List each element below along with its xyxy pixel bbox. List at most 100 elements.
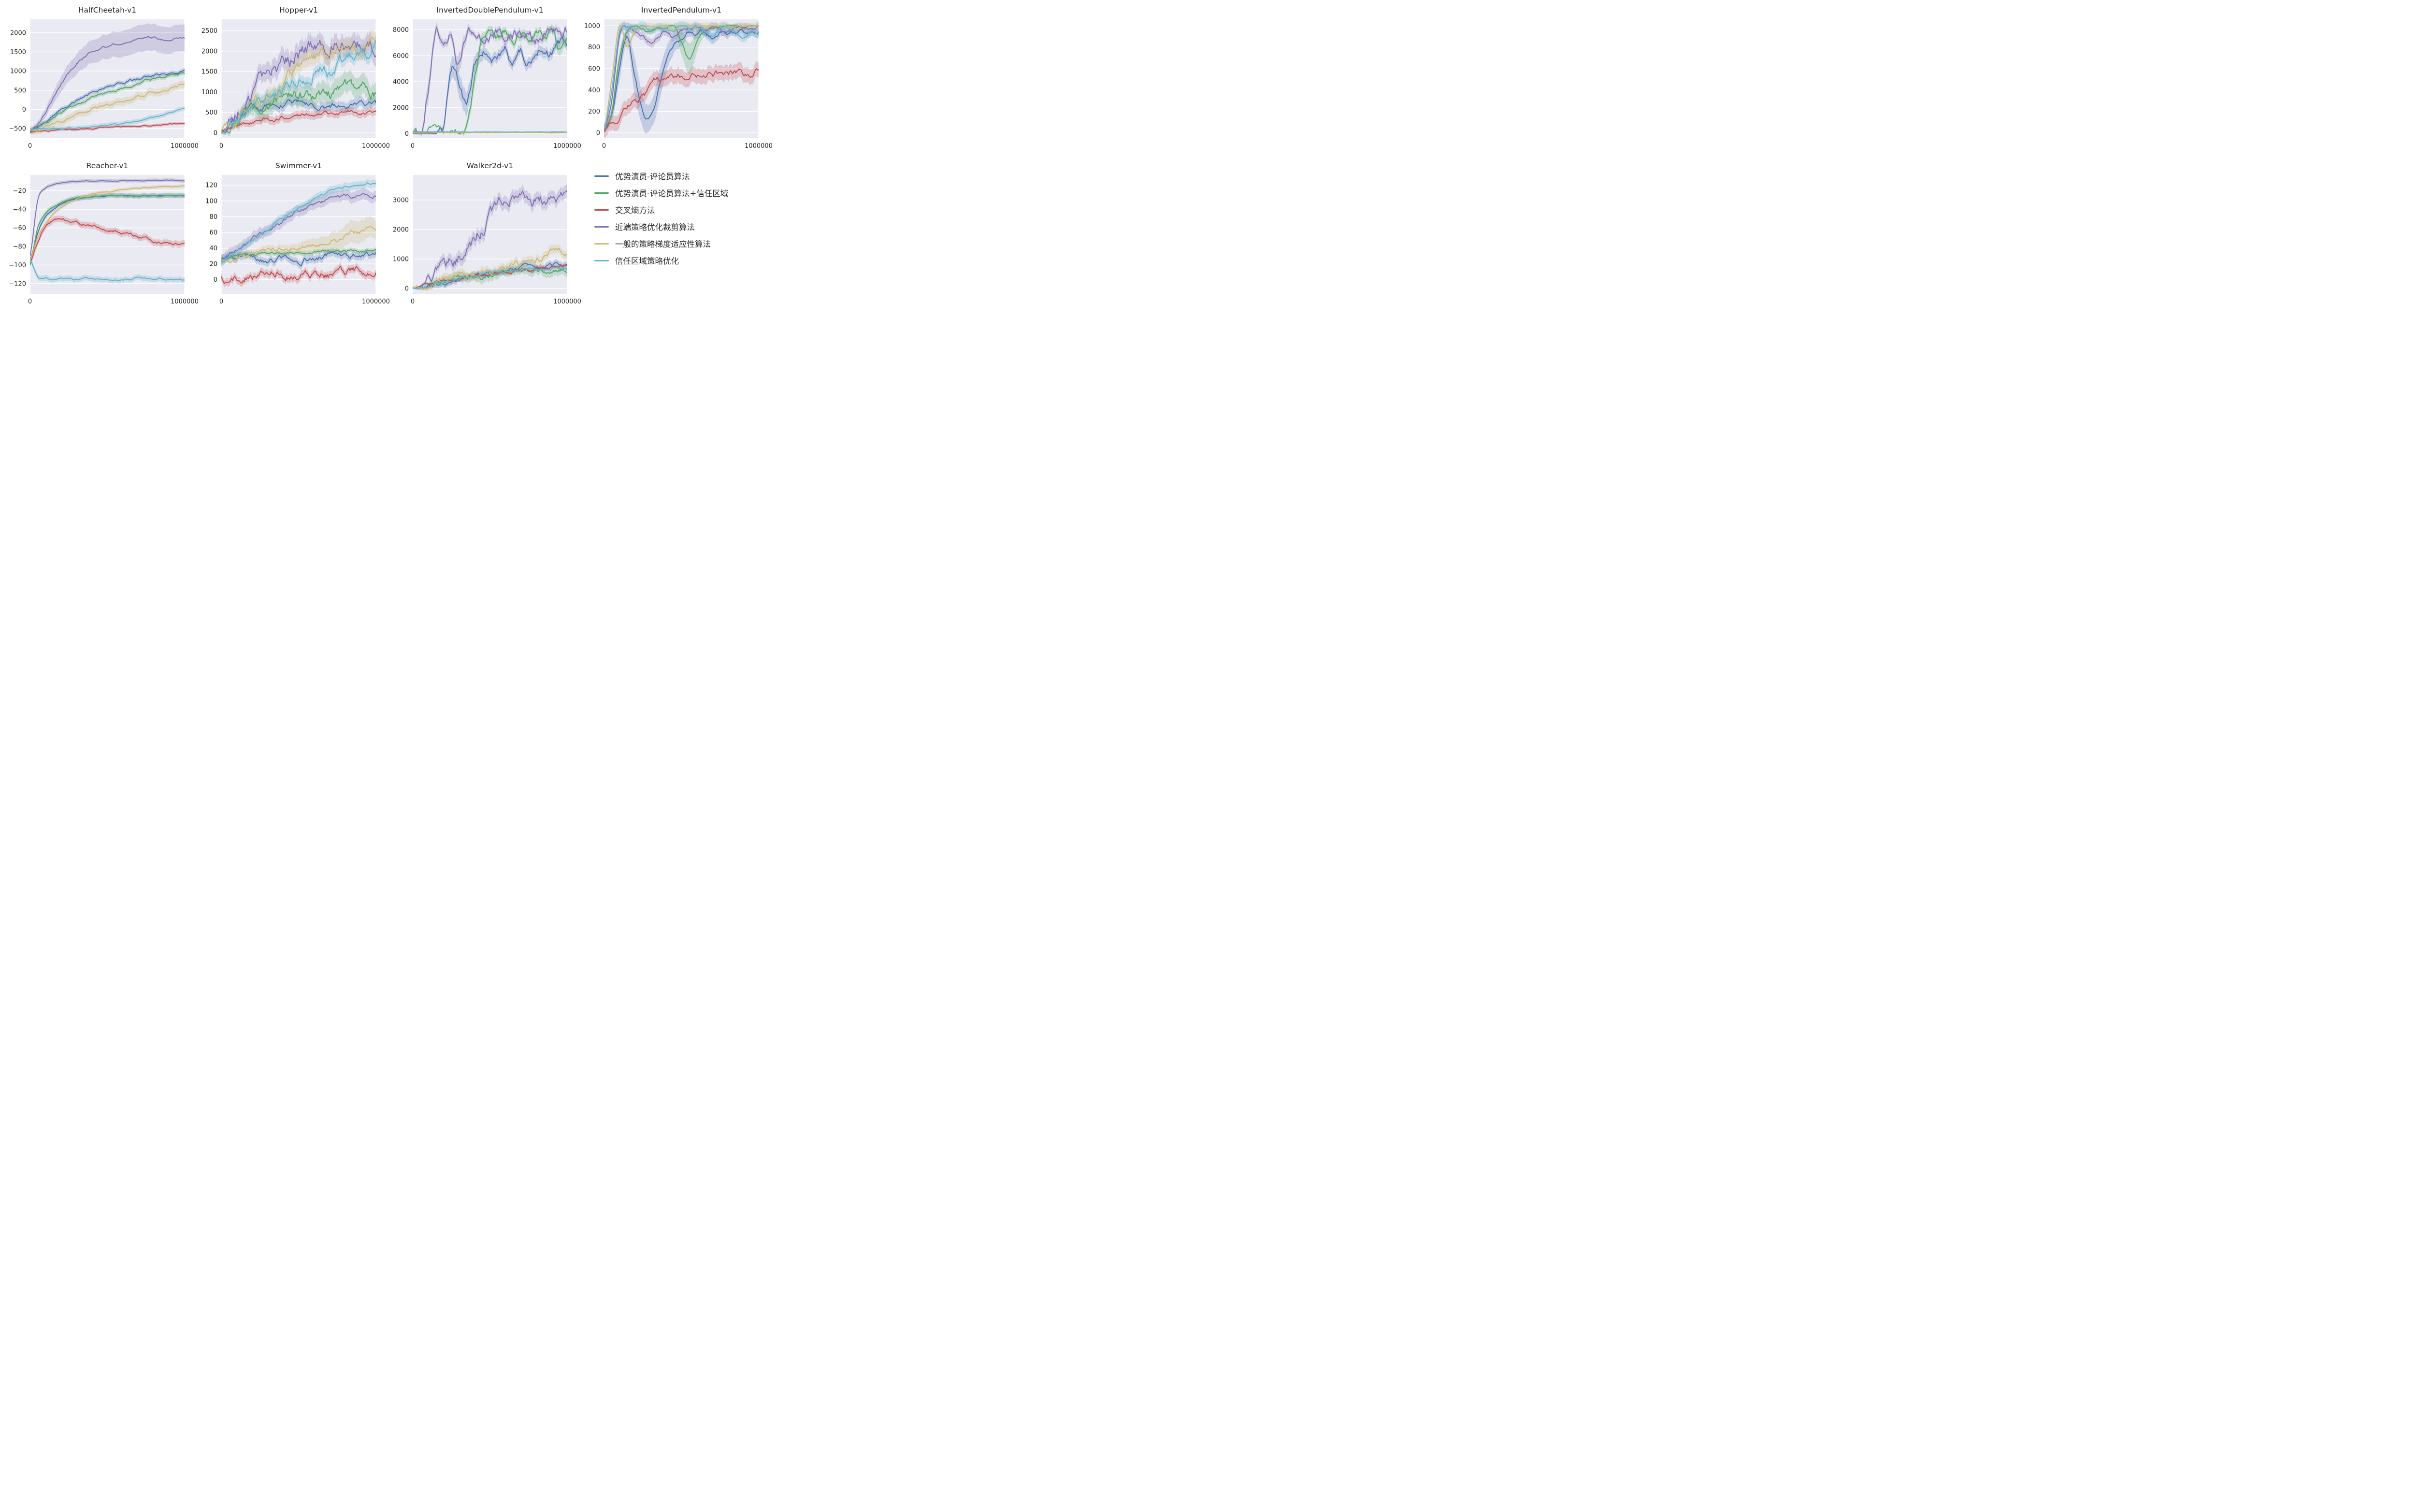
y-tick-label: 3000 <box>393 197 409 204</box>
y-tick-label: 500 <box>14 87 26 94</box>
series-line-ppo_clip <box>413 189 567 289</box>
series-line-ppo_clip <box>413 26 567 134</box>
series-band-a2c <box>604 25 759 134</box>
legend-item-trpo: 信任区域策略优化 <box>594 255 763 266</box>
plot-halfcheetah: −500 0 500 1000 1500 2000 0 1000000 <box>9 19 199 150</box>
y-tick-label: 0 <box>405 130 409 138</box>
series-band-ppo_clip <box>413 184 567 290</box>
series-band-a2c_tr <box>604 22 759 131</box>
y-tick-label: 2000 <box>393 226 409 233</box>
x-tick-label: 0 <box>28 298 32 305</box>
y-tick-label: 6000 <box>393 53 409 60</box>
series-line-ppo_clip <box>30 179 185 257</box>
series-band-trpo <box>30 106 185 133</box>
y-tick-label: 120 <box>205 182 217 189</box>
series-line-trpo <box>221 182 376 264</box>
series-band-ppo_clip <box>30 23 185 133</box>
plot-inverteddoublependulum: 0 2000 4000 6000 8000 0 1000000 <box>393 19 581 150</box>
chart-invertedpendulum: InvertedPendulum-v1 0 200 400 600 800 1000 0 10… <box>577 5 773 152</box>
chart-title-inverteddoublependulum: InvertedDoublePendulum-v1 <box>436 6 544 14</box>
y-tick-label: 200 <box>588 108 600 115</box>
legend-item-ppo_clip: 近端策略优化裁剪算法 <box>594 221 763 232</box>
y-tick-label: 0 <box>214 130 217 137</box>
axes-background <box>221 19 376 138</box>
legend-item-adaptive_pg: 一般的策略梯度适应性算法 <box>594 238 763 249</box>
series-band-a2c <box>413 31 567 134</box>
chart-reacher: Reacher-v1 −120 −100 −80 −60 −40 −20 0 1000000 <box>3 160 199 307</box>
legend-swatch-a2c <box>594 175 609 177</box>
chart-title-invertedpendulum: InvertedPendulum-v1 <box>641 6 722 14</box>
series-line-trpo <box>221 41 376 133</box>
series-band-a2c_tr <box>30 70 185 133</box>
y-tick-label: 2000 <box>393 104 409 112</box>
x-tick-label: 0 <box>411 143 415 150</box>
series-line-trpo <box>30 108 185 131</box>
chart-title-reacher: Reacher-v1 <box>86 161 129 170</box>
y-tick-label: 800 <box>588 44 600 51</box>
y-tick-label: 0 <box>405 286 409 293</box>
series-line-adaptive_pg <box>30 83 185 131</box>
y-tick-label: 0 <box>596 130 600 137</box>
y-tick-label: 4000 <box>393 79 409 86</box>
series-band-cem <box>221 106 376 132</box>
series-line-trpo <box>604 25 759 131</box>
x-tick-label: 0 <box>219 298 223 305</box>
y-tick-label: −500 <box>9 126 26 133</box>
x-tick-label: 1000000 <box>362 298 390 305</box>
series-line-a2c <box>30 70 185 132</box>
series-line-cem <box>221 110 376 132</box>
x-tick-label: 0 <box>28 143 32 150</box>
x-tick-label: 0 <box>219 143 223 150</box>
y-tick-label: −60 <box>13 225 26 232</box>
y-tick-label: 8000 <box>393 27 409 34</box>
series-line-adaptive_pg <box>30 185 185 261</box>
series-band-adaptive_pg <box>221 216 376 264</box>
x-tick-label: 0 <box>411 298 415 305</box>
legend-item-a2c: 优势演员-评论员算法 <box>594 170 763 182</box>
legend-swatch-cem <box>594 209 609 211</box>
plot-hopper: 0 500 1000 1500 2000 2500 0 1000000 <box>201 19 390 150</box>
chart-walker2d: Walker2d-v1 0 1000 2000 3000 0 1000000 <box>386 160 581 307</box>
chart-inverteddoublependulum: InvertedDoublePendulum-v1 0 2000 4000 6000 8… <box>386 5 581 152</box>
chart-title-hopper: Hopper-v1 <box>279 6 318 14</box>
x-tick-label: 1000000 <box>171 298 199 305</box>
legend-swatch-trpo <box>594 259 609 261</box>
legend-label-cem: 交叉熵方法 <box>615 206 655 215</box>
y-tick-label: −120 <box>9 280 26 288</box>
x-tick-label: 0 <box>602 143 606 150</box>
series-line-cem <box>221 266 376 284</box>
series-line-trpo <box>30 259 185 281</box>
series-band-a2c <box>221 247 376 270</box>
axes-background <box>604 19 759 138</box>
series-line-ppo_clip <box>221 39 376 133</box>
y-tick-label: 40 <box>209 245 217 252</box>
legend-item-a2c_tr: 优势演员-评论员算法+信任区域 <box>594 187 763 199</box>
y-tick-label: 20 <box>209 261 217 268</box>
series-band-adaptive_pg <box>30 80 185 135</box>
plot-walker2d: 0 1000 2000 3000 0 1000000 <box>393 175 581 305</box>
chart-title-walker2d: Walker2d-v1 <box>466 161 514 170</box>
chart-swimmer: Swimmer-v1 0 20 40 60 80 100 120 0 1000000 <box>194 160 390 307</box>
y-tick-label: 500 <box>205 109 217 116</box>
series-line-a2c_tr <box>221 249 376 260</box>
x-tick-label: 1000000 <box>553 298 581 305</box>
axes-background <box>30 175 185 294</box>
series-line-adaptive_pg <box>413 247 567 289</box>
x-tick-label: 1000000 <box>553 143 581 150</box>
series-band-cem <box>221 262 376 288</box>
series-band-adaptive_pg <box>221 29 376 134</box>
series-line-a2c_tr <box>30 72 185 131</box>
series-line-cem <box>30 122 185 133</box>
plot-swimmer: 0 20 40 60 80 100 120 0 1000000 <box>205 175 390 305</box>
series-line-a2c_tr <box>413 267 567 289</box>
series-band-adaptive_pg <box>30 184 185 263</box>
y-tick-label: −80 <box>13 243 26 250</box>
legend-label-a2c: 优势演员-评论员算法 <box>615 172 690 181</box>
legend-swatch-adaptive_pg <box>594 243 609 245</box>
series-line-cem <box>604 68 759 132</box>
x-tick-label: 1000000 <box>171 143 199 150</box>
series-line-cem <box>30 218 185 261</box>
chart-title-swimmer: Swimmer-v1 <box>275 161 322 170</box>
series-band-trpo <box>221 179 376 267</box>
y-tick-label: 1500 <box>10 49 26 56</box>
